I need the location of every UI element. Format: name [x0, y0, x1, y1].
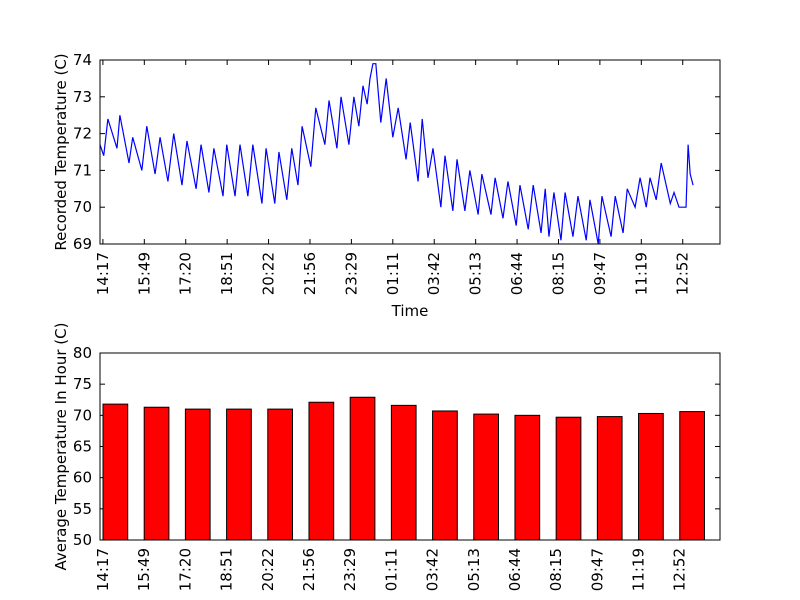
- y-tick-label: 80: [73, 344, 92, 362]
- x-tick-label: 03:42: [424, 548, 442, 591]
- y-tick-label: 65: [73, 438, 92, 456]
- x-tick-label: 11:19: [632, 252, 650, 295]
- x-tick-label: 18:51: [218, 548, 236, 591]
- x-tick-label: 09:47: [591, 252, 609, 295]
- bar: [679, 411, 705, 541]
- bar: [184, 408, 211, 541]
- x-tick-label: 08:15: [547, 548, 565, 591]
- bar: [473, 413, 499, 541]
- bar: [514, 414, 541, 541]
- y-tick-label: 73: [73, 88, 92, 106]
- x-tick-label: 06:44: [506, 548, 524, 591]
- x-tick-label: 01:11: [382, 548, 400, 591]
- x-tick-label: 01:11: [384, 252, 402, 295]
- x-tick-label: 14:17: [94, 252, 112, 295]
- x-tick-label: 12:52: [671, 548, 689, 591]
- x-tick-label: 03:42: [425, 252, 443, 295]
- plot-frame: [99, 352, 721, 541]
- x-tick-label: 18:51: [218, 252, 236, 295]
- x-tick-label: 21:56: [300, 548, 318, 591]
- x-tick-label: 12:52: [674, 252, 692, 295]
- bar: [226, 408, 252, 541]
- temperature-line: [99, 63, 694, 245]
- y-tick-label: 70: [73, 406, 92, 424]
- bar: [143, 406, 170, 541]
- bar: [638, 412, 664, 541]
- bar: [102, 403, 129, 541]
- y-tick-label: 55: [73, 500, 92, 518]
- x-tick-label: 21:56: [301, 252, 319, 295]
- x-tick-label: 14:17: [94, 548, 112, 591]
- y-tick-label: 70: [73, 198, 92, 216]
- y-tick-label: 50: [73, 531, 92, 549]
- x-tick-label: 05:13: [467, 252, 485, 295]
- bar: [596, 416, 623, 541]
- x-tick-label: 09:47: [588, 548, 606, 591]
- y-tick-label: 72: [73, 125, 92, 143]
- x-tick-label: 23:29: [342, 252, 360, 295]
- y-tick-label: 60: [73, 469, 92, 487]
- x-tick-label: 15:49: [135, 548, 153, 591]
- x-tick-label: 11:19: [630, 548, 648, 591]
- y-tick-label: 71: [73, 161, 92, 179]
- bar: [390, 404, 417, 541]
- bar: [432, 410, 458, 541]
- x-tick-label: 23:29: [341, 548, 359, 591]
- x-tick-label: 17:20: [177, 252, 195, 295]
- y-tick-label: 74: [73, 51, 92, 69]
- x-tick-label: 08:15: [549, 252, 567, 295]
- bar: [308, 401, 335, 541]
- x-tick-label: 05:13: [465, 548, 483, 591]
- plot-frame: [99, 59, 721, 245]
- y-axis-label: Recorded Temperature (C): [52, 53, 70, 250]
- x-tick-label: 20:22: [260, 252, 278, 295]
- y-tick-label: 69: [73, 235, 92, 253]
- x-axis-label: Time: [391, 302, 429, 320]
- x-tick-label: 15:49: [135, 252, 153, 295]
- bar: [555, 416, 582, 541]
- x-tick-label: 20:22: [259, 548, 277, 591]
- x-tick-label: 06:44: [508, 252, 526, 295]
- bar: [349, 396, 376, 541]
- x-tick-label: 17:20: [176, 548, 194, 591]
- y-tick-label: 75: [73, 375, 92, 393]
- y-axis-label: Average Temperature In Hour (C): [52, 323, 70, 571]
- bar: [267, 408, 294, 541]
